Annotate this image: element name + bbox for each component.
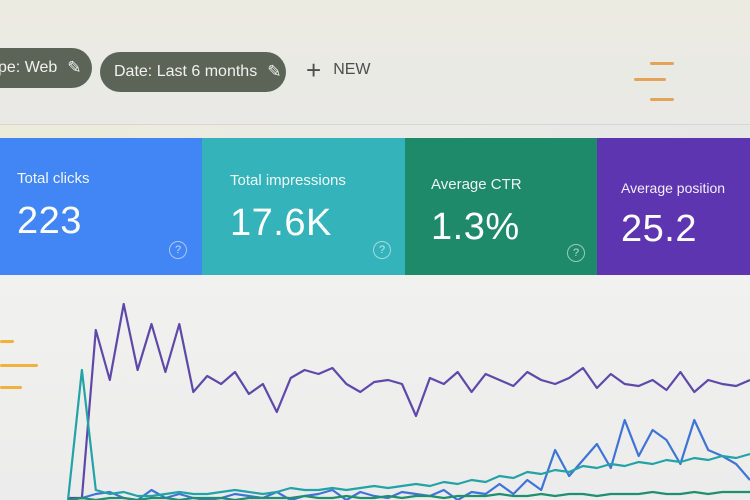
total-clicks-card[interactable]: Total clicks 223 ?	[0, 138, 202, 275]
pencil-icon[interactable]: ✎	[67, 58, 82, 77]
search-type-filter-chip[interactable]: pe: Web ✎	[0, 48, 92, 88]
metric-label: Total impressions	[230, 172, 346, 189]
date-filter-label: Date: Last 6 months	[114, 63, 258, 80]
divider	[0, 124, 750, 125]
plus-icon: +	[306, 55, 322, 85]
total-impressions-card[interactable]: Total impressions 17.6K ?	[202, 138, 405, 275]
new-filter-button[interactable]: + NEW	[306, 55, 371, 85]
metric-label: Total clicks	[17, 170, 90, 187]
search-type-filter-label: pe: Web	[0, 59, 58, 76]
decorative-dashes	[0, 340, 40, 394]
help-icon[interactable]: ?	[169, 241, 187, 259]
filter-menu-icon[interactable]	[634, 62, 680, 104]
metric-label: Average CTR	[431, 176, 522, 193]
help-icon[interactable]: ?	[567, 244, 585, 262]
performance-chart-area	[0, 275, 750, 500]
average-ctr-card[interactable]: Average CTR 1.3% ?	[405, 138, 597, 275]
date-filter-chip[interactable]: Date: Last 6 months ✎	[100, 52, 286, 92]
pencil-icon[interactable]: ✎	[267, 62, 282, 81]
series-line-position[interactable]	[68, 302, 750, 500]
average-position-card[interactable]: Average position 25.2	[597, 138, 750, 275]
metric-value: 25.2	[621, 208, 697, 250]
metric-cards: Total clicks 223 ? Total impressions 17.…	[0, 138, 750, 275]
series-line-impressions[interactable]	[66, 368, 750, 500]
new-filter-label: NEW	[333, 61, 371, 78]
series-line-clicks[interactable]	[67, 418, 750, 500]
metric-value: 1.3%	[431, 206, 520, 248]
filter-bar: pe: Web ✎ Date: Last 6 months ✎ + NEW	[0, 0, 750, 125]
help-icon[interactable]: ?	[373, 241, 391, 259]
metric-value: 17.6K	[230, 202, 332, 244]
metric-value: 223	[17, 200, 82, 242]
performance-line-chart[interactable]	[0, 275, 750, 500]
metric-label: Average position	[621, 180, 726, 196]
